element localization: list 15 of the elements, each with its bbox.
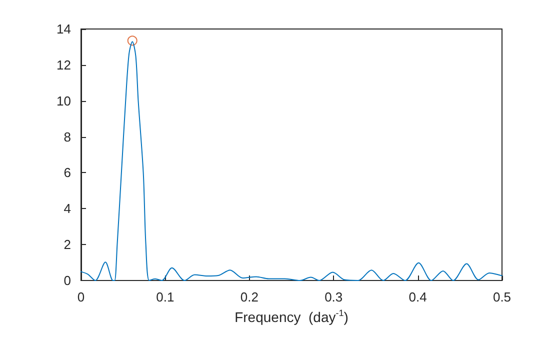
x-tick-label: 0.5 (492, 290, 512, 304)
x-tick-label: 0.2 (240, 290, 258, 304)
y-tick-label: 4 (64, 201, 71, 216)
y-tick-label: 8 (64, 129, 71, 144)
y-tick-label: 6 (64, 165, 71, 180)
y-tick-label: 12 (56, 57, 71, 72)
x-tick-label: 0.4 (408, 290, 427, 304)
x-tick-label: 0 (77, 290, 85, 304)
x-tick-label: 0.1 (156, 290, 174, 304)
y-tick-label: 0 (64, 273, 71, 288)
y-tick-label: 10 (56, 93, 71, 108)
x-tick-label: 0.3 (324, 290, 343, 304)
line-series (80, 41, 502, 281)
y-tick-label: 2 (64, 237, 71, 252)
y-tick-label: 14 (56, 22, 71, 36)
